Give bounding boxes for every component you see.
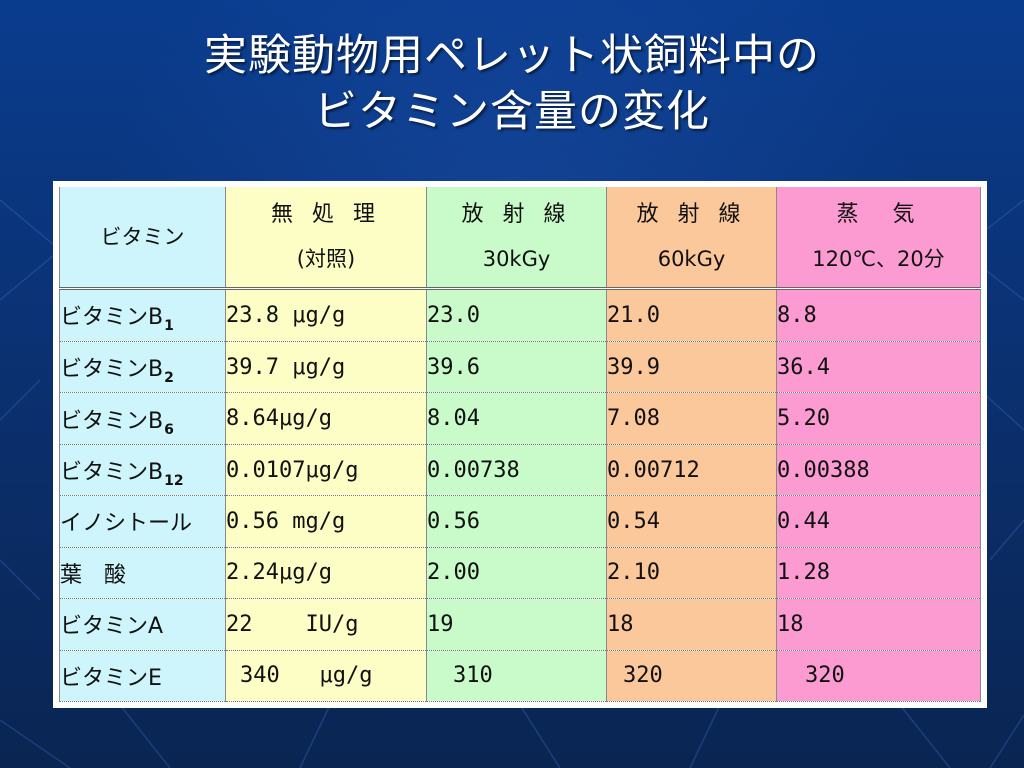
vitamin-name-cell: ビタミンB1	[59, 288, 226, 342]
header-untreated: 無 処 理 (対照)	[225, 187, 427, 290]
vitamin-subscript: 6	[164, 421, 174, 438]
header-steam-condition: 120℃、20分	[812, 247, 945, 271]
header-steam-label: 蒸 気	[836, 202, 921, 227]
header-radiation-60: 放 射 線 60kGy	[606, 187, 777, 290]
vitamin-subscript: 12	[164, 473, 184, 490]
vitamin-name: ビタミンB	[60, 357, 164, 383]
title-line-2: ビタミン含量の変化	[314, 87, 710, 137]
untreated-value: 8.64μg/g	[225, 392, 427, 445]
header-untreated-label: 無 処 理	[271, 202, 381, 227]
radiation-60-value: 0.00712	[606, 444, 777, 497]
header-steam: 蒸 気 120℃、20分	[776, 187, 981, 290]
radiation-30-value: 310	[426, 650, 607, 703]
table-row: イノシトール 0.56 mg/g 0.56 0.54 0.44	[59, 495, 981, 548]
vitamin-name: 葉 酸	[60, 562, 127, 588]
radiation-60-value: 21.0	[606, 288, 777, 342]
steam-value: 36.4	[776, 341, 981, 394]
steam-value: 8.8	[776, 288, 981, 342]
radiation-30-value: 39.6	[426, 341, 607, 394]
vitamin-name-cell: 葉 酸	[59, 547, 226, 600]
vitamin-subscript: 1	[164, 318, 174, 335]
vitamin-content-table: ビタミン 無 処 理 (対照) 放 射 線 30kGy 放 射 線 60kGy …	[59, 187, 981, 703]
slide-title: 実験動物用ペレット状飼料中の ビタミン含量の変化	[0, 28, 1024, 140]
radiation-30-value: 2.00	[426, 547, 607, 600]
untreated-value: 22 IU/g	[225, 598, 427, 651]
untreated-value: 340 μg/g	[225, 650, 427, 703]
steam-value: 18	[776, 598, 981, 651]
title-line-1: 実験動物用ペレット状飼料中の	[204, 31, 820, 81]
untreated-value: 0.56 mg/g	[225, 495, 427, 548]
radiation-60-value: 7.08	[606, 392, 777, 445]
radiation-60-value: 39.9	[606, 341, 777, 394]
radiation-30-value: 8.04	[426, 392, 607, 445]
table-header-row: ビタミン 無 処 理 (対照) 放 射 線 30kGy 放 射 線 60kGy …	[59, 187, 981, 290]
header-radiation-60-dose: 60kGy	[657, 247, 726, 271]
vitamin-name: ビタミンB	[60, 305, 164, 331]
header-untreated-note: (対照)	[296, 247, 356, 271]
table-row: ビタミンA 22 IU/g 19 18 18	[59, 598, 981, 651]
header-vitamin-label: ビタミン	[100, 225, 185, 249]
radiation-30-value: 0.56	[426, 495, 607, 548]
vitamin-name-cell: イノシトール	[59, 495, 226, 548]
radiation-60-value: 0.54	[606, 495, 777, 548]
table-row: 葉 酸 2.24μg/g 2.00 2.10 1.28	[59, 547, 981, 600]
vitamin-name: ビタミンE	[60, 665, 162, 691]
vitamin-subscript: 2	[164, 370, 174, 387]
vitamin-name-cell: ビタミンB2	[59, 341, 226, 394]
header-vitamin: ビタミン	[59, 187, 226, 290]
steam-value: 0.00388	[776, 444, 981, 497]
header-radiation-60-label: 放 射 線	[636, 202, 747, 227]
steam-value: 1.28	[776, 547, 981, 600]
table-row: ビタミンB12 0.0107μg/g 0.00738 0.00712 0.003…	[59, 444, 981, 497]
vitamin-name: ビタミンB	[60, 460, 164, 486]
header-radiation-30-label: 放 射 線	[461, 202, 572, 227]
radiation-60-value: 18	[606, 598, 777, 651]
radiation-60-value: 320	[606, 650, 777, 703]
vitamin-name: イノシトール	[60, 511, 193, 537]
steam-value: 0.44	[776, 495, 981, 548]
vitamin-name-cell: ビタミンA	[59, 598, 226, 651]
radiation-30-value: 0.00738	[426, 444, 607, 497]
table-row: ビタミンB6 8.64μg/g 8.04 7.08 5.20	[59, 392, 981, 445]
steam-value: 5.20	[776, 392, 981, 445]
radiation-30-value: 23.0	[426, 288, 607, 342]
untreated-value: 2.24μg/g	[225, 547, 427, 600]
vitamin-name: ビタミンA	[60, 614, 164, 640]
radiation-30-value: 19	[426, 598, 607, 651]
untreated-value: 0.0107μg/g	[225, 444, 427, 497]
header-radiation-30: 放 射 線 30kGy	[426, 187, 607, 290]
untreated-value: 39.7 μg/g	[225, 341, 427, 394]
header-radiation-30-dose: 30kGy	[482, 247, 551, 271]
steam-value: 320	[776, 650, 981, 703]
vitamin-name-cell: ビタミンB12	[59, 444, 226, 497]
vitamin-name: ビタミンB	[60, 408, 164, 434]
table-row: ビタミンB2 39.7 μg/g 39.6 39.9 36.4	[59, 341, 981, 394]
vitamin-name-cell: ビタミンE	[59, 650, 226, 703]
vitamin-table-frame: ビタミン 無 処 理 (対照) 放 射 線 30kGy 放 射 線 60kGy …	[53, 181, 987, 708]
table-row: ビタミンE 340 μg/g 310 320 320	[59, 650, 981, 703]
vitamin-name-cell: ビタミンB6	[59, 392, 226, 445]
untreated-value: 23.8 μg/g	[225, 288, 427, 342]
table-row: ビタミンB1 23.8 μg/g 23.0 21.0 8.8	[59, 288, 981, 342]
radiation-60-value: 2.10	[606, 547, 777, 600]
